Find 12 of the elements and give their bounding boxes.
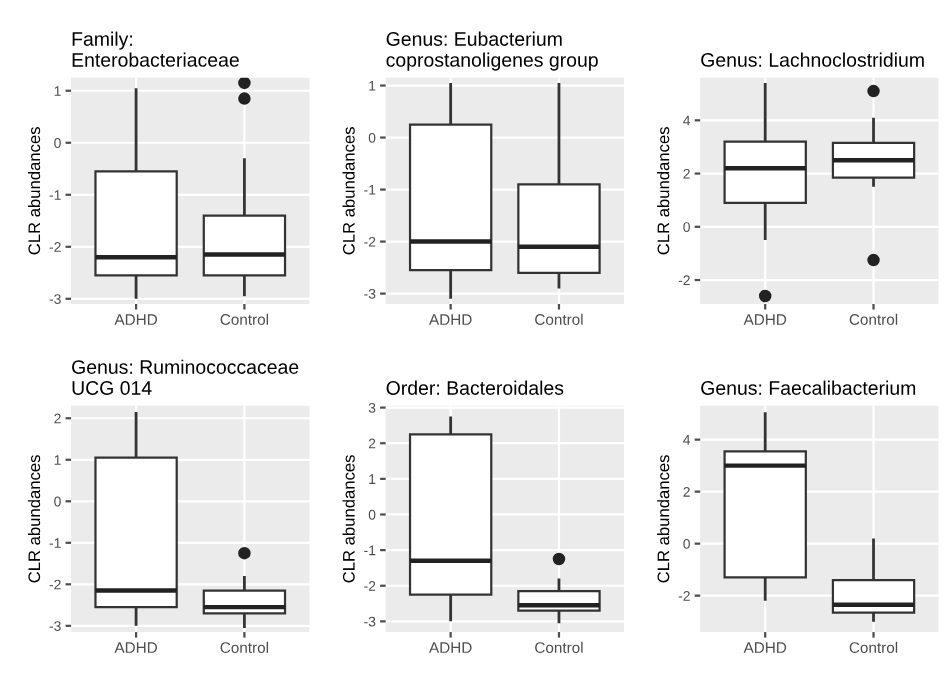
y-axis-title: CLR abundances <box>27 455 41 583</box>
y-axis-title: CLR abundances <box>342 455 355 583</box>
chart-title: Order: Bacteroidales <box>386 380 564 395</box>
chart-title: Genus: Lachnoclostridium <box>701 52 924 67</box>
y-axis-title: CLR abundances <box>27 127 41 255</box>
chart-title: Genus: Eubacterium coprostanoligenes group <box>386 31 598 71</box>
y-axis-title: CLR abundances <box>657 455 670 583</box>
chart-title: Genus: Faecalibacterium <box>701 380 916 395</box>
chart-title: Genus: Ruminococcaceae UCG 014 <box>72 359 299 395</box>
y-axis-title: CLR abundances <box>657 127 670 255</box>
chart-title: Family: Enterobacteriaceae <box>72 31 239 67</box>
y-axis-title: CLR abundances <box>342 127 355 255</box>
